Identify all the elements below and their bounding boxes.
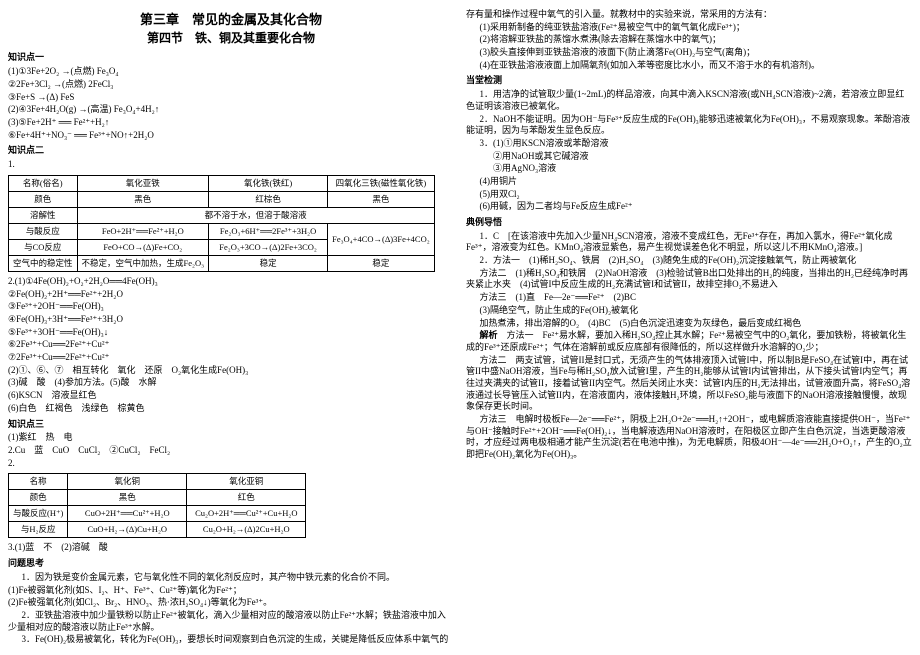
detect-head: 当堂检测	[466, 75, 912, 87]
issue: 1．因为铁是变价金属元素，它与氧化性不同的氧化剂反应时，其产物中铁元素的化合价不…	[8, 572, 454, 584]
detect: (4)用铜片	[466, 176, 912, 188]
eq: ⑤Fe³⁺+3OH⁻══Fe(OH)₃↓	[8, 327, 454, 339]
method: (1)采用新制备的纯亚铁盐溶液(Fe²⁺易被空气中的氧气氧化成Fe³⁺)；	[466, 22, 912, 34]
ex-head: 典例导悟	[466, 217, 912, 229]
th: 四氧化三铁(磁性氧化铁)	[328, 175, 435, 191]
eq: (3)碱 酸 (4)参加方法。(5)酸 水解	[8, 377, 454, 389]
cell: 与酸反应(H⁺)	[9, 506, 68, 522]
cell: 与CO反应	[9, 239, 78, 255]
eq: (6)白色 红褐色 浅绿色 棕黄色	[8, 403, 454, 415]
eq: ⑥Fe+4H⁺+NO₃⁻ ══ Fe³⁺+NO↑+2H₂O	[8, 130, 454, 142]
issue: 3．Fe(OH)₂极易被氧化，转化为Fe(OH)₃，要想长时间观察到白色沉淀的生…	[8, 634, 454, 646]
chapter-title: 第三章 常见的金属及其化合物	[8, 12, 454, 29]
detect: ②用NaOH或其它碱溶液	[466, 151, 912, 163]
cell: 黑色	[328, 191, 435, 207]
th: 氧化亚铁	[77, 175, 209, 191]
ex: 方法二 (1)稀H₂SO₄和铁屑 (2)NaOH溶液 (3)检验试管B出口处排出…	[466, 268, 912, 291]
eq: ③Fe+S →(Δ) FeS	[8, 92, 454, 104]
eq: (1)①3Fe+2O₂ →(点燃) Fe₃O₄	[8, 66, 454, 78]
line: 3.(1)蓝 不 (2)溶碱 酸	[8, 542, 454, 554]
cell: CuO+H₂→(Δ)Cu+H₂O	[68, 522, 187, 538]
cell: 溶解性	[9, 207, 78, 223]
method: (2)将溶解亚铁盐的蒸馏水煮沸(除去溶解在蒸馏水中的氧气)；	[466, 34, 912, 46]
ana: 方法二 两支试管，试管II是封口式，无须产生的气体排液顶入试管I中，所以制B是F…	[466, 355, 912, 413]
method: (4)在亚铁盐溶液液面上加隔氧剂(如加入苯等密度比水小，而又不溶于水的有机溶剂)…	[466, 60, 912, 72]
ana: 方法一 Fe²⁺易水解，要加入稀H₂SO₄控止其水解；Fe²⁺易被空气中的O₂氧…	[466, 330, 906, 352]
cell: 红棕色	[209, 191, 328, 207]
cell: Cu₂O+2H⁺══Cu²⁺+Cu+H₂O	[187, 506, 306, 522]
th: 氧化铜	[68, 474, 187, 490]
th: 名称	[9, 474, 68, 490]
eq: ③Fe³⁺+2OH⁻══Fe(OH)₃	[8, 301, 454, 313]
cell: 都不溶于水，但溶于酸溶液	[77, 207, 434, 223]
section-title: 第四节 铁、铜及其重要化合物	[8, 31, 454, 47]
cell: 颜色	[9, 191, 78, 207]
cell: Fe₂O₃+3CO→(Δ)2Fe+3CO₂	[209, 239, 328, 255]
issue-head: 问题思考	[8, 558, 454, 570]
th: 氧化铁(铁红)	[209, 175, 328, 191]
ana: 方法三 电解时极板Fe—2e⁻══Fe²⁺，阴极上2H₂O+2e⁻══H₂↑+2…	[466, 414, 912, 461]
cell: 黑色	[77, 191, 209, 207]
method: (3)胶头直接伸到亚铁盐溶液的液面下(防止滴落Fe(OH)₂与空气(离角)；	[466, 47, 912, 59]
cell: 空气中的稳定性	[9, 255, 78, 271]
kp2-head: 知识点二	[8, 145, 454, 157]
ex: (3)隔绝空气，防止生成的Fe(OH)₂被氧化	[466, 305, 912, 317]
cell: 稳定	[328, 255, 435, 271]
eq: ⑥2Fe³⁺+Cu══2Fe²⁺+Cu²⁺	[8, 339, 454, 351]
ex: 加热煮沸，排出溶解的O₂ (4)BC (5)白色沉淀迅速变为灰绿色，最后变成红褐…	[466, 318, 912, 330]
ex: 方法三 (1)直 Fe—2e⁻══Fe²⁺ (2)BC	[466, 292, 912, 304]
issue: (1)Fe被弱氧化剂(如S、I₂、H⁺、Fe³⁺、Cu²⁺等)氧化为Fe²⁺；	[8, 585, 454, 597]
kp1-head: 知识点一	[8, 52, 454, 64]
detect: (5)用双Cl₂	[466, 189, 912, 201]
cell: 颜色	[9, 490, 68, 506]
line: (1)紫红 热 电	[8, 432, 454, 444]
ana-head: 解析	[480, 330, 498, 340]
cell: 黑色	[68, 490, 187, 506]
intro: 存有量和操作过程中氧气的引入量。就教材中的实验来说，常采用的方法有：	[466, 9, 912, 21]
eq: ②Fe(OH)₂+2H⁺══Fe²⁺+2H₂O	[8, 289, 454, 301]
cell: 与H₂反应	[9, 522, 68, 538]
ex: 2．方法一 (1)稀H₂SO₄、铁屑 (2)H₂SO₄ (3)随免生成的Fe(O…	[466, 255, 912, 267]
kp3-head: 知识点三	[8, 419, 454, 431]
table-copper: 名称 氧化铜 氧化亚铜 颜色 黑色 红色 与酸反应(H⁺) CuO+2H⁺══C…	[8, 473, 306, 538]
table-oxides: 名称(俗名) 氧化亚铁 氧化铁(铁红) 四氧化三铁(磁性氧化铁) 颜色 黑色 红…	[8, 175, 435, 272]
detect: 1．用洁净的试管取少量(1~2mL)的样品溶液，向其中滴入KSCN溶液(或NH₄…	[466, 89, 912, 112]
detect: 3．(1)①用KSCN溶液或苯酚溶液	[466, 138, 912, 150]
cell: Cu₂O+H₂→(Δ)2Cu+H₂O	[187, 522, 306, 538]
cell: 红色	[187, 490, 306, 506]
line: 2.Cu 蓝 CuO CuCl₂ ②CuCl₂ FeCl₂	[8, 445, 454, 457]
cell: 与酸反应	[9, 223, 78, 239]
detect: ③用AgNO₃溶液	[466, 163, 912, 175]
line: 2.	[8, 458, 454, 470]
cell: Fe₂O₃+6H⁺══2Fe³⁺+3H₂O	[209, 223, 328, 239]
eq: (6)KSCN 溶液显红色	[8, 390, 454, 402]
ex: 1．C [在该溶液中先加入少量NH₄SCN溶液，溶液不变成红色，无Fe³⁺存在，…	[466, 231, 912, 254]
issue: (2)Fe被强氧化剂(如Cl₂、Br₂、HNO₃、热·浓H₂SO₄↓)等氧化为F…	[8, 597, 454, 609]
eq: ⑦2Fe³⁺+Cu══2Fe²⁺+Cu²⁺	[8, 352, 454, 364]
issue: 2．亚铁盐溶液中加少量铁粉以防止Fe²⁺被氧化，滴入少量相对应的酸溶液以防止Fe…	[8, 610, 454, 633]
cell: FeO+2H⁺══Fe²⁺+H₂O	[77, 223, 209, 239]
eq: ④Fe(OH)₃+3H⁺══Fe³⁺+3H₂O	[8, 314, 454, 326]
eq: (2)④3Fe+4H₂O(g) →(高温) Fe₃O₄+4H₂↑	[8, 104, 454, 116]
cell: 稳定	[209, 255, 328, 271]
eq: 2.(1)①4Fe(OH)₂+O₂+2H₂O══4Fe(OH)₃	[8, 276, 454, 288]
eq: (2)①、⑥、⑦ 相互转化 氧化 还原 O₂氧化生成Fe(OH)₃	[8, 365, 454, 377]
eq: ②2Fe+3Cl₂ →(点燃) 2FeCl₃	[8, 79, 454, 91]
th: 氧化亚铜	[187, 474, 306, 490]
cell: FeO+CO→(Δ)Fe+CO₂	[77, 239, 209, 255]
kp2-num: 1.	[8, 159, 454, 171]
cell: CuO+2H⁺══Cu²⁺+H₂O	[68, 506, 187, 522]
cell: 不稳定，空气中加热，生成Fe₂O₃	[77, 255, 209, 271]
th: 名称(俗名)	[9, 175, 78, 191]
cell: Fe₃O₄+4CO→(Δ)3Fe+4CO₂	[328, 223, 435, 255]
detect: (6)用碱，因为二者均与Fe反应生成Fe²⁺	[466, 201, 912, 213]
eq: (3)⑤Fe+2H⁺ ══ Fe²⁺+H₂↑	[8, 117, 454, 129]
detect: 2．NaOH不能证明。因为OH⁻与Fe³⁺反应生成的Fe(OH)₃能够迅速被氧化…	[466, 114, 912, 137]
